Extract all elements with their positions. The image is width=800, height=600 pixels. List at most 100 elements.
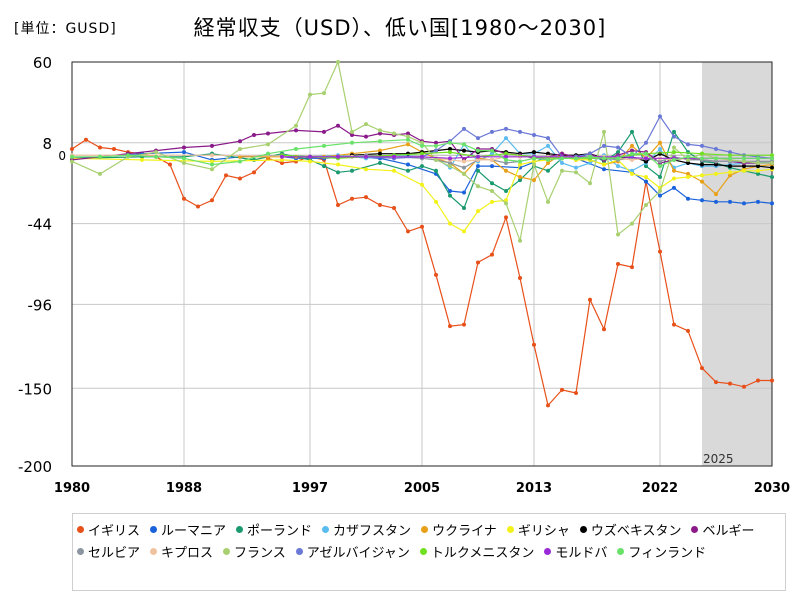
data-point xyxy=(658,159,662,164)
data-point xyxy=(616,262,620,266)
data-point xyxy=(602,129,606,134)
data-point xyxy=(280,154,284,159)
data-point xyxy=(658,164,662,169)
data-point xyxy=(252,133,256,138)
data-point xyxy=(770,165,774,170)
data-point xyxy=(616,150,620,155)
data-point xyxy=(700,366,704,371)
data-point xyxy=(700,162,704,167)
legend-item: フィンランド xyxy=(617,541,706,562)
data-point xyxy=(588,161,592,165)
data-point xyxy=(350,196,354,201)
data-point xyxy=(644,151,648,156)
y-tick-label: -96 xyxy=(28,296,53,314)
data-point xyxy=(364,134,368,139)
data-point xyxy=(420,143,424,148)
data-point xyxy=(434,148,438,153)
legend-item: モルドバ xyxy=(544,541,607,562)
data-point xyxy=(238,147,242,152)
data-point xyxy=(574,165,578,170)
data-point xyxy=(448,188,452,193)
data-point xyxy=(462,165,466,170)
data-point xyxy=(378,202,382,207)
data-point xyxy=(448,164,452,169)
data-point xyxy=(770,153,774,158)
legend-item: ポーランド xyxy=(236,519,312,540)
data-point xyxy=(504,154,508,159)
data-point xyxy=(420,140,424,145)
forecast-label: 2025 xyxy=(703,452,734,466)
data-point xyxy=(322,91,326,96)
data-point xyxy=(644,202,648,207)
data-point xyxy=(602,162,606,167)
data-point xyxy=(448,221,452,226)
data-point xyxy=(742,384,746,389)
data-point xyxy=(532,342,536,347)
data-point xyxy=(112,147,116,152)
data-point xyxy=(672,129,676,134)
data-point xyxy=(532,156,536,161)
data-point xyxy=(686,171,690,176)
data-point xyxy=(322,143,326,148)
data-point xyxy=(364,167,368,172)
data-point xyxy=(602,327,606,332)
data-point xyxy=(84,137,88,142)
data-point xyxy=(546,199,550,204)
data-point xyxy=(476,164,480,169)
data-point xyxy=(420,224,424,229)
data-point xyxy=(630,143,634,148)
data-point xyxy=(518,178,522,183)
data-point xyxy=(588,297,592,302)
y-tick-label: -200 xyxy=(18,458,52,476)
legend-item: フランス xyxy=(223,541,286,562)
data-point xyxy=(616,145,620,150)
legend-item: ウクライナ xyxy=(421,519,497,540)
legend-swatch xyxy=(579,526,587,533)
data-point xyxy=(434,143,438,148)
legend-label: ベルギー xyxy=(702,524,755,539)
data-point xyxy=(490,157,494,162)
data-point xyxy=(630,151,634,156)
data-point xyxy=(728,381,732,386)
data-point xyxy=(602,143,606,148)
data-point xyxy=(98,154,102,159)
legend-swatch xyxy=(617,548,625,555)
data-point xyxy=(658,188,662,193)
data-point xyxy=(686,196,690,201)
data-point xyxy=(714,199,718,204)
data-point xyxy=(378,139,382,144)
data-point xyxy=(210,167,214,172)
data-point xyxy=(574,170,578,175)
legend-item: セルビア xyxy=(77,541,140,562)
data-point xyxy=(266,142,270,147)
data-point xyxy=(350,129,354,134)
data-point xyxy=(462,322,466,327)
data-point xyxy=(714,159,718,164)
data-point xyxy=(630,171,634,176)
legend-label: アゼルバイジャン xyxy=(306,546,410,561)
data-point xyxy=(714,192,718,197)
series-line-3 xyxy=(71,130,773,210)
data-point xyxy=(448,147,452,152)
y-tick-label: 60 xyxy=(33,54,52,72)
data-point xyxy=(490,148,494,153)
zero-tick-label: 0 xyxy=(58,149,66,163)
data-point xyxy=(756,378,760,383)
data-point xyxy=(336,123,340,128)
data-point xyxy=(504,201,508,206)
data-point xyxy=(322,164,326,169)
data-point xyxy=(616,156,620,161)
data-point xyxy=(448,140,452,145)
data-point xyxy=(280,161,284,165)
data-point xyxy=(532,159,536,164)
data-point xyxy=(700,198,704,203)
legend-swatch xyxy=(421,526,429,533)
data-point xyxy=(714,147,718,152)
data-point xyxy=(448,324,452,329)
data-point xyxy=(504,126,508,131)
data-point xyxy=(434,199,438,204)
data-point xyxy=(700,151,704,156)
data-point xyxy=(672,176,676,181)
data-point xyxy=(574,390,578,395)
plot-frame xyxy=(71,61,773,467)
